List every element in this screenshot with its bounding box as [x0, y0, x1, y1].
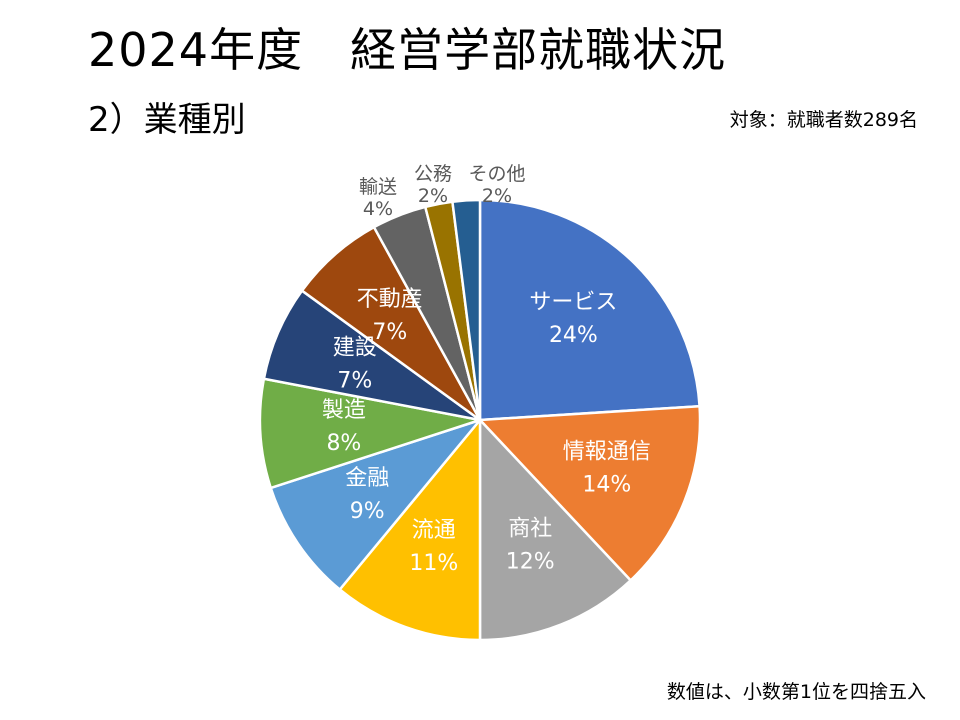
- pie-slice-6: [258, 377, 482, 490]
- slice-value-8: 7%: [372, 320, 407, 345]
- slice-value-6: 8%: [326, 431, 361, 456]
- slice-value-4: 11%: [409, 551, 458, 576]
- slice-value-5: 9%: [350, 499, 385, 524]
- pie-slice-5: [269, 418, 482, 591]
- target-note: 対象：就職者数289名: [729, 109, 918, 131]
- slice-label-11: その他: [468, 163, 525, 185]
- section-subtitle: 2）業種別: [88, 100, 246, 140]
- footnote: 数値は、小数第1位を四捨五入: [666, 681, 926, 703]
- slice-value-11: 2%: [482, 185, 512, 207]
- slice-label-1: サービス: [529, 290, 617, 315]
- pie-slice-3: [478, 418, 632, 642]
- pie-slice-4: [338, 418, 482, 642]
- slice-value-9: 4%: [363, 198, 393, 220]
- pie-labels: サービス24%情報通信14%商社12%流通11%金融9%製造8%建設7%不動産7…: [322, 163, 651, 576]
- slice-label-8: 不動産: [357, 287, 423, 312]
- pie-slice-11: [451, 198, 482, 422]
- slice-label-4: 流通: [412, 518, 456, 543]
- slice-label-10: 公務: [414, 163, 452, 185]
- slice-value-7: 7%: [337, 368, 372, 393]
- slice-label-9: 輸送: [359, 176, 397, 198]
- slice-label-2: 情報通信: [563, 440, 651, 465]
- pie-slice-1: [478, 198, 701, 422]
- slice-label-3: 商社: [508, 516, 552, 541]
- slice-value-2: 14%: [582, 473, 631, 498]
- slice-value-3: 12%: [506, 549, 555, 574]
- slice-label-6: 製造: [322, 398, 366, 423]
- pie-slice-2: [478, 404, 702, 582]
- slice-value-10: 2%: [418, 185, 448, 207]
- slice-value-1: 24%: [549, 323, 598, 348]
- page-title: 2024年度 経営学部就職状況: [88, 23, 727, 77]
- slice-label-7: 建設: [333, 335, 377, 360]
- pie-slices: [258, 198, 702, 642]
- slice-label-5: 金融: [345, 466, 389, 491]
